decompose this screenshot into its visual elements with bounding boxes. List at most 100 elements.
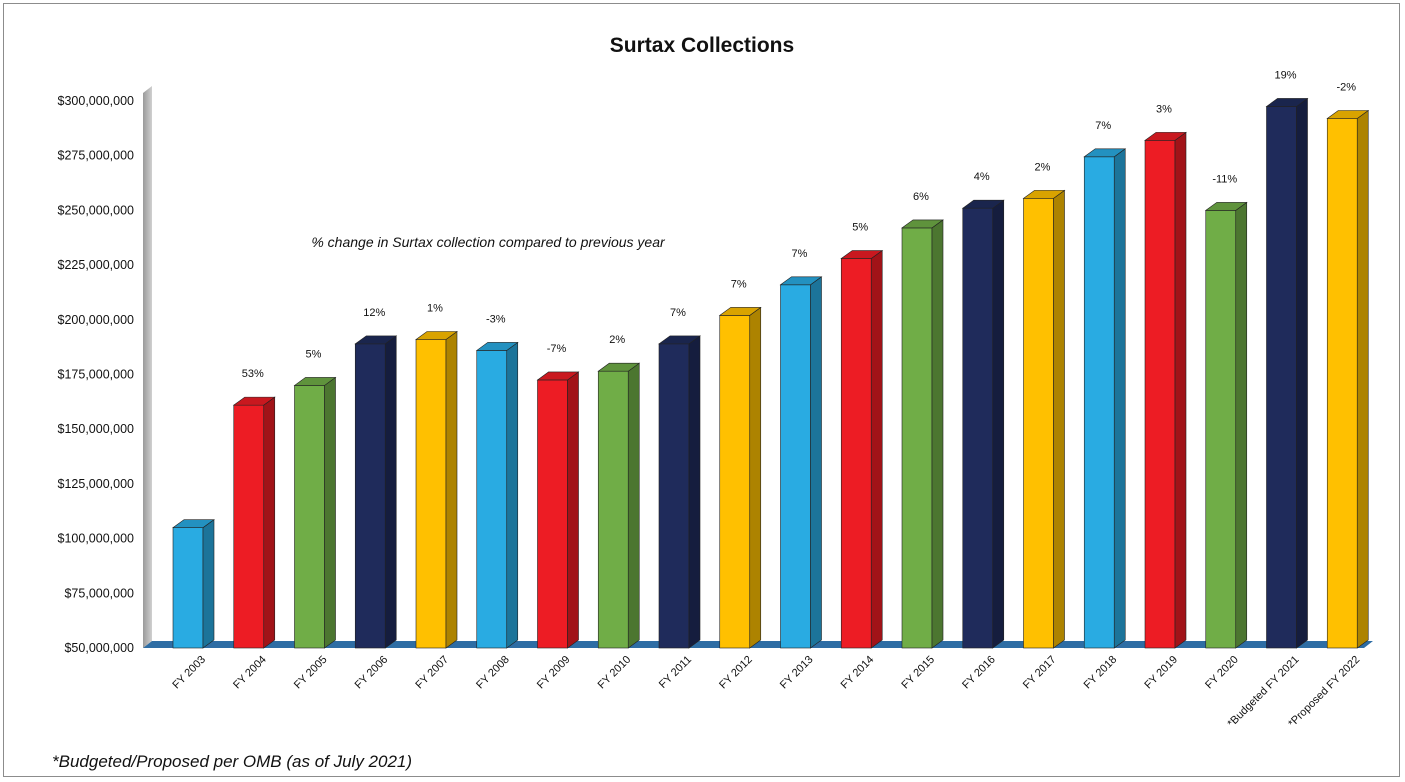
bar-front — [1326, 118, 1358, 649]
bar — [415, 330, 458, 649]
bar-top — [1326, 110, 1370, 119]
data-label: -2% — [1336, 82, 1356, 94]
bar-front — [294, 385, 325, 649]
bar-top — [475, 342, 519, 351]
y-axis: $50,000,000 $75,000,000 $100,000,000 $125,0… — [58, 94, 135, 655]
bar-front — [415, 339, 447, 649]
bar-top — [1083, 148, 1127, 158]
bar-top — [901, 219, 944, 229]
x-tick-label: FY 2011 — [657, 654, 694, 691]
x-tick-label: FY 2019 — [1142, 654, 1180, 692]
y-tick-label: $250,000,000 — [58, 203, 135, 217]
x-axis: FY 2003 FY 2004 FY 2005 FY 2006 FY 2007 FY 20… — [170, 654, 1362, 730]
y-tick-label: $275,000,000 — [58, 149, 135, 163]
bar-top — [1144, 132, 1187, 141]
data-label: 4% — [974, 171, 990, 183]
bar-side — [1235, 201, 1248, 649]
bar — [840, 249, 884, 649]
bar-side — [445, 330, 458, 649]
x-tick-label: FY 2012 — [717, 654, 755, 692]
data-label: -11% — [1212, 173, 1237, 185]
y-tick-label: $200,000,000 — [58, 313, 135, 327]
bar-front — [962, 207, 994, 649]
bar — [293, 376, 337, 649]
x-tick-label: FY 2010 — [596, 654, 634, 692]
x-tick-label: FY 2013 — [778, 654, 816, 692]
bar-side — [506, 341, 519, 649]
bar-front — [597, 370, 629, 649]
bar-top — [1265, 98, 1309, 107]
bar-front — [840, 258, 872, 649]
bar-top — [658, 335, 701, 345]
data-label: 6% — [913, 191, 929, 203]
x-tick-label: FY 2004 — [231, 654, 269, 692]
bar-top — [536, 371, 580, 381]
data-label: 53% — [242, 368, 264, 380]
bar-front — [354, 343, 386, 649]
bar-top — [718, 307, 762, 316]
x-tick-label: FY 2003 — [170, 654, 208, 692]
bar — [1326, 109, 1370, 649]
data-label: 7% — [670, 307, 686, 319]
bar-front — [901, 227, 933, 649]
bar-top — [232, 396, 276, 406]
y-axis-wall — [143, 86, 152, 648]
y-tick-label: $175,000,000 — [58, 368, 135, 382]
data-label: 19% — [1274, 69, 1296, 81]
footnote: *Budgeted/Proposed per OMB (as of July 2… — [52, 752, 412, 771]
data-label: -7% — [547, 343, 567, 355]
x-tick-label: FY 2007 — [413, 654, 451, 692]
percent-change-annotation: % change in Surtax collection compared t… — [311, 234, 666, 250]
bar — [901, 219, 944, 649]
bar-top — [172, 519, 215, 528]
x-tick-label: FY 2014 — [839, 654, 877, 692]
bar-front — [1266, 106, 1297, 649]
y-tick-label: $125,000,000 — [58, 477, 135, 491]
bar-front — [1144, 140, 1176, 649]
bar-side — [1113, 148, 1126, 649]
bar-side — [810, 276, 822, 649]
bar-side — [1174, 131, 1187, 649]
bar-front — [476, 350, 508, 649]
bar-front — [172, 527, 204, 649]
y-tick-label: $300,000,000 — [58, 94, 135, 108]
bar — [779, 276, 823, 649]
bar-side — [324, 376, 336, 649]
bar — [718, 306, 762, 649]
bar-top — [597, 362, 641, 372]
bar-top — [293, 377, 337, 386]
bar-side — [688, 335, 701, 649]
bar — [1083, 148, 1127, 649]
bar-top — [415, 331, 458, 340]
bar-side — [202, 519, 215, 649]
data-label: 5% — [852, 222, 868, 234]
x-tick-label: FY 2020 — [1203, 654, 1241, 692]
bar-front — [1205, 210, 1237, 649]
x-tick-label: FY 2008 — [474, 654, 512, 692]
chart-title: Surtax Collections — [610, 34, 794, 57]
bar — [475, 341, 519, 649]
bar-top — [961, 199, 1005, 209]
data-label: 7% — [731, 278, 747, 290]
data-label: 7% — [1095, 120, 1111, 132]
bar-side — [870, 249, 883, 649]
x-tick-label: FY 2015 — [899, 654, 937, 692]
data-label: 2% — [609, 334, 625, 346]
y-tick-label: $100,000,000 — [58, 532, 135, 546]
bar-top — [779, 276, 823, 286]
y-tick-label: $50,000,000 — [64, 641, 134, 655]
x-tick-label: FY 2016 — [960, 654, 998, 692]
bar-side — [749, 306, 762, 649]
x-tick-label: FY 2009 — [535, 654, 573, 692]
bar — [232, 396, 276, 649]
data-label: 2% — [1035, 161, 1051, 173]
bar — [1204, 201, 1248, 649]
bar-side — [992, 199, 1005, 649]
bar-side — [263, 396, 276, 649]
bar-series — [172, 97, 1370, 649]
bar-front — [537, 379, 568, 649]
x-tick-label: FY 2005 — [292, 654, 330, 692]
data-label: 1% — [427, 302, 443, 314]
y-tick-label: $225,000,000 — [58, 258, 135, 272]
